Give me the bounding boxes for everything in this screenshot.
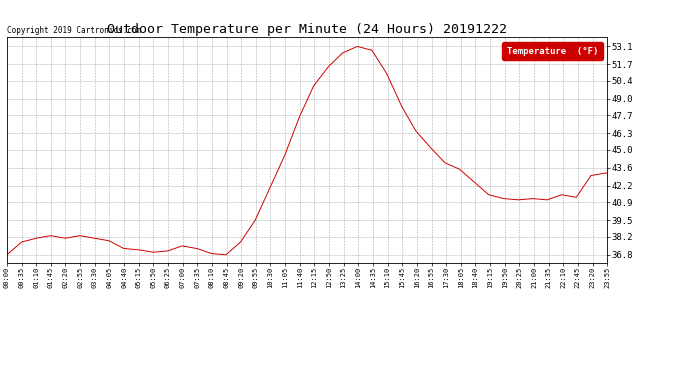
Temperature  (°F)	[401, 110, 409, 114]
Temperature  (°F)	[479, 188, 487, 192]
Temperature  (°F)	[532, 196, 540, 201]
Line: Temperature  (°F): Temperature (°F)	[7, 46, 607, 255]
Text: Copyright 2019 Cartronics.com: Copyright 2019 Cartronics.com	[7, 26, 141, 35]
Temperature  (°F)	[136, 248, 144, 252]
Temperature  (°F)	[353, 44, 362, 49]
Legend: Temperature  (°F): Temperature (°F)	[502, 42, 602, 60]
Temperature  (°F)	[204, 250, 212, 255]
Temperature  (°F)	[3, 253, 11, 257]
Title: Outdoor Temperature per Minute (24 Hours) 20191222: Outdoor Temperature per Minute (24 Hours…	[107, 23, 507, 36]
Temperature  (°F)	[121, 246, 130, 251]
Temperature  (°F)	[603, 171, 611, 175]
